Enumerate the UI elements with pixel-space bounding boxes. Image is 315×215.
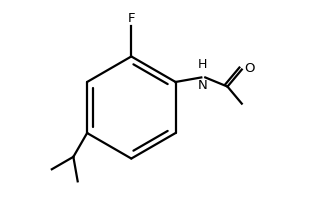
Text: N: N <box>198 79 208 92</box>
Text: F: F <box>128 12 135 25</box>
Text: O: O <box>244 62 255 75</box>
Text: H: H <box>198 58 207 71</box>
